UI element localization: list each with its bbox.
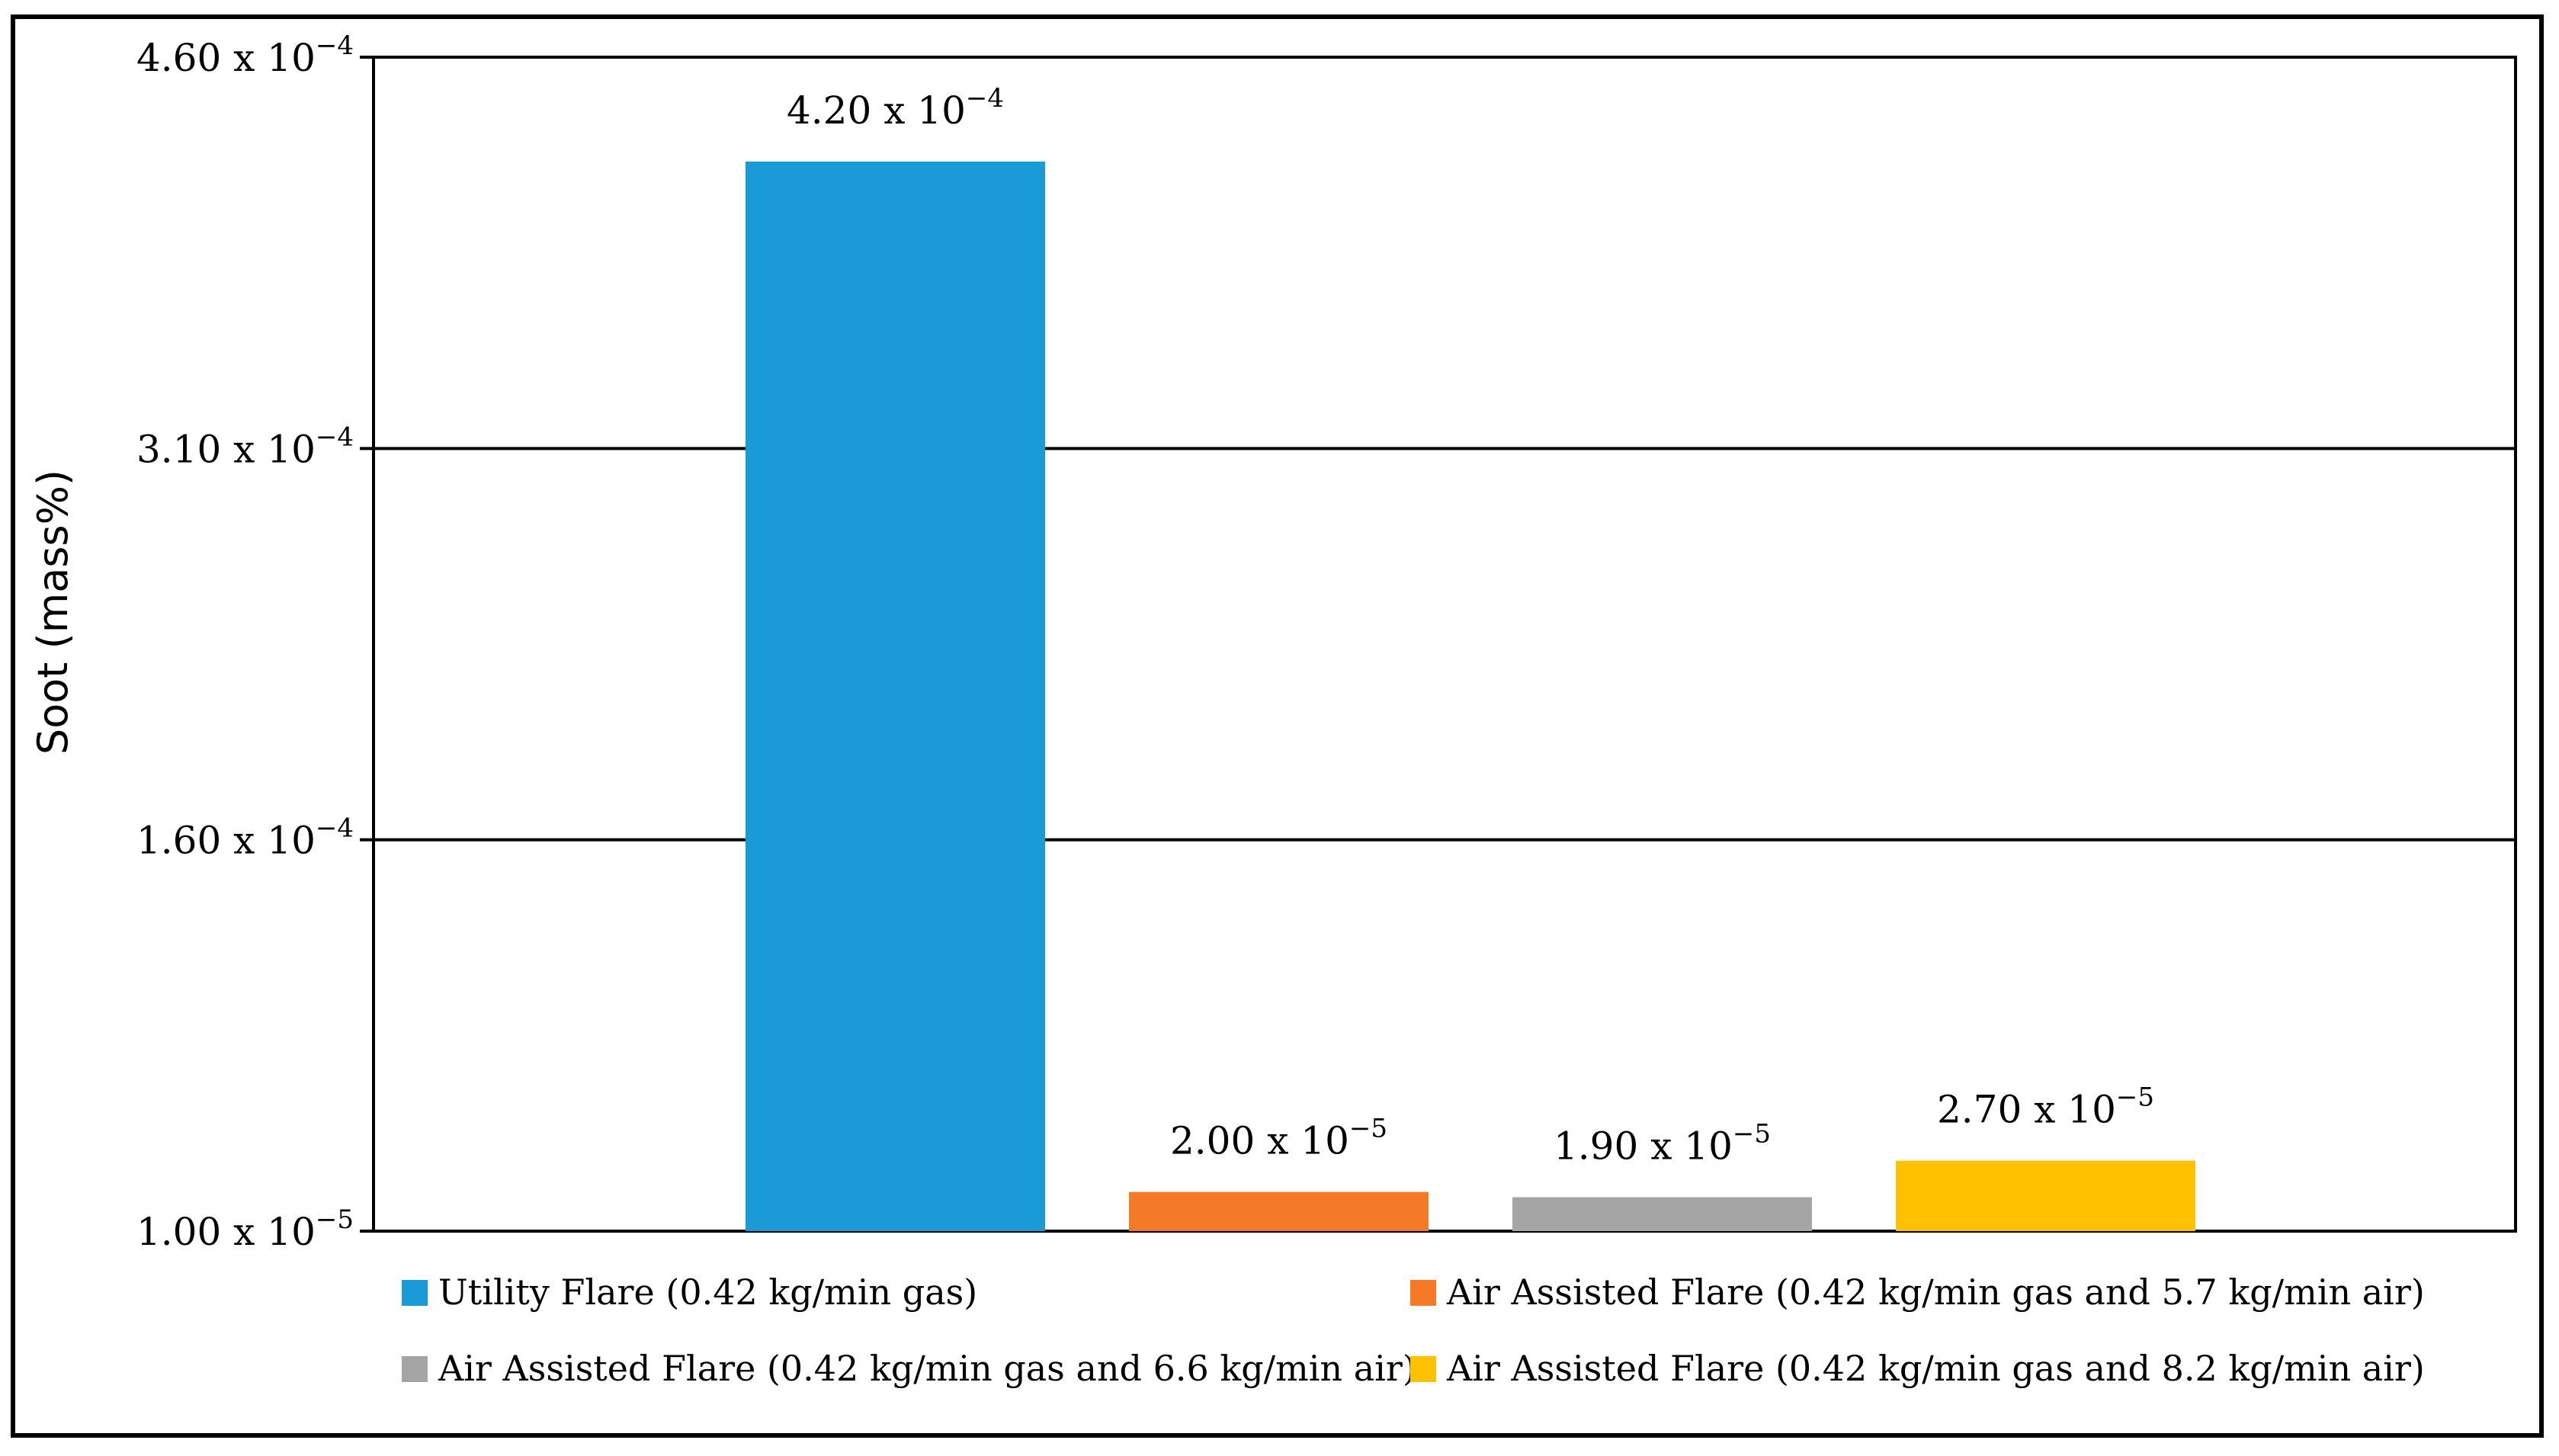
data-label-2: 2.00 x 10−5 xyxy=(1170,1114,1387,1163)
legend-item-4: Air Assisted Flare (0.42 kg/min gas and … xyxy=(1410,1348,2425,1389)
legend-swatch xyxy=(1410,1280,1436,1306)
y-tick-label: 4.60 x 10−4 xyxy=(136,30,354,80)
legend-item-1: Utility Flare (0.42 kg/min gas) xyxy=(402,1272,977,1313)
data-label-4: 2.70 x 10−5 xyxy=(1937,1082,2154,1132)
plot-area-border xyxy=(372,56,2517,1233)
y-tick-label: 1.60 x 10−4 xyxy=(136,813,354,863)
legend-item-3: Air Assisted Flare (0.42 kg/min gas and … xyxy=(402,1348,1416,1389)
bar-2 xyxy=(1129,1191,1429,1231)
data-label-3: 1.90 x 10−5 xyxy=(1554,1119,1771,1169)
legend-label: Air Assisted Flare (0.42 kg/min gas and … xyxy=(1446,1348,2425,1389)
y-tick-label: 3.10 x 10−4 xyxy=(136,422,354,471)
legend-swatch xyxy=(402,1356,428,1382)
legend: Utility Flare (0.42 kg/min gas) Air Assis… xyxy=(402,1272,2425,1389)
bar-4 xyxy=(1896,1160,2195,1231)
legend-label: Utility Flare (0.42 kg/min gas) xyxy=(438,1272,977,1313)
legend-label: Air Assisted Flare (0.42 kg/min gas and … xyxy=(1446,1272,2425,1313)
y-tick-labels: 1.00 x 10−5 1.60 x 10−4 3.10 x 10−4 4.60 x … xyxy=(136,30,354,1254)
legend-swatch xyxy=(402,1280,428,1306)
y-tick-label: 1.00 x 10−5 xyxy=(136,1204,354,1254)
labels-layer: 4.20 x 10−4 2.00 x 10−5 1.90 x 10−5 2.70 x … xyxy=(787,83,2154,1169)
bar-3 xyxy=(1512,1197,1812,1231)
legend-swatch xyxy=(1410,1356,1436,1382)
legend-item-2: Air Assisted Flare (0.42 kg/min gas and … xyxy=(1410,1272,2425,1313)
data-label-1: 4.20 x 10−4 xyxy=(787,83,1004,133)
chart-frame: 4.20 x 10−4 2.00 x 10−5 1.90 x 10−5 2.70 x … xyxy=(11,14,2544,1438)
grid-layer xyxy=(360,56,2517,1233)
bars-layer xyxy=(746,161,2195,1231)
chart-svg: 4.20 x 10−4 2.00 x 10−5 1.90 x 10−5 2.70 x … xyxy=(29,30,2517,1389)
bar-1 xyxy=(746,161,1045,1231)
y-axis-title: Soot (mass%) xyxy=(29,470,77,755)
legend-label: Air Assisted Flare (0.42 kg/min gas and … xyxy=(438,1348,1416,1389)
